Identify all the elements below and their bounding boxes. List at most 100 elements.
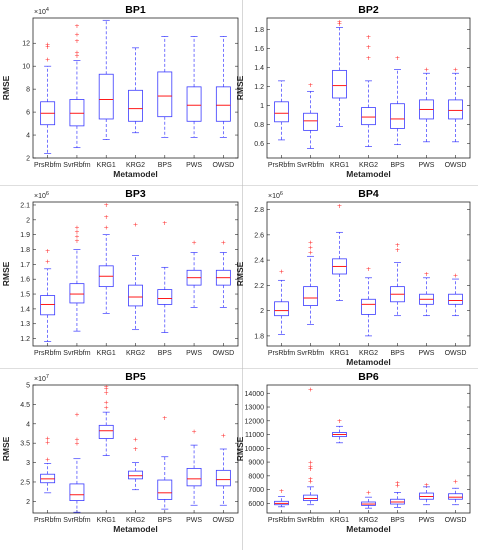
y-tick-label: 1.9 (20, 232, 30, 239)
x-tick-label: PrsRbfm (268, 162, 295, 169)
outlier-marker: + (162, 414, 167, 422)
y-tick-label: 14000 (245, 391, 265, 398)
outlier-marker: + (366, 43, 371, 51)
x-tick-label: KRG1 (330, 517, 349, 524)
iqr-box (303, 286, 318, 306)
box-pws: + (186, 428, 202, 506)
iqr-box (215, 469, 231, 487)
x-tick-label: KRG2 (359, 350, 378, 357)
x-tick-label: PWS (419, 162, 435, 169)
outlier-marker: + (424, 270, 429, 278)
exponent-power: 6 (280, 191, 283, 197)
y-tick-label: 2 (26, 217, 30, 224)
chart-title: BP1 (125, 4, 146, 16)
y-tick-label: 10 (22, 64, 30, 71)
y-exponent-label: ×107 (34, 374, 49, 383)
box-owsd: + (448, 66, 463, 143)
x-tick-label: OWSD (445, 517, 467, 524)
y-tick-label: 1.6 (254, 46, 264, 53)
iqr-box (98, 424, 114, 439)
x-tick-label: KRG2 (359, 162, 378, 169)
exponent-power: 7 (46, 374, 49, 380)
outlier-marker: + (74, 436, 79, 444)
outlier-marker: + (395, 482, 400, 490)
y-tick-label: 12 (22, 41, 30, 48)
outlier-marker: + (103, 223, 108, 231)
outlier-marker: + (337, 417, 342, 425)
y-tick-label: 1.5 (20, 292, 30, 299)
outlier-marker: + (395, 241, 400, 249)
iqr-box (361, 107, 376, 126)
box-pws (186, 36, 202, 138)
y-tick-label: 0.6 (254, 141, 264, 148)
outlier-marker: + (308, 249, 313, 257)
x-tick-label: KRG2 (359, 517, 378, 524)
iqr-box (98, 73, 114, 120)
box-pws: + (186, 238, 202, 308)
y-tick-label: 1.8 (254, 27, 264, 34)
outlier-marker: + (366, 489, 371, 497)
box-pws: + (419, 270, 434, 317)
outlier-marker: + (74, 223, 79, 231)
outlier-marker: + (366, 265, 371, 273)
outlier-marker: + (221, 432, 226, 440)
y-tick-label: 2.5 (20, 479, 30, 486)
iqr-box (361, 298, 376, 315)
y-tick-label: 1.8 (20, 247, 30, 254)
x-tick-label: PWS (186, 517, 202, 524)
iqr-box (40, 295, 56, 316)
y-tick-label: 7000 (248, 487, 264, 494)
x-axis-label: Metamodel (346, 357, 390, 367)
y-tick-label: 12000 (245, 418, 265, 425)
x-tick-label: SvrRbfm (297, 350, 324, 357)
box-bps: + (157, 414, 173, 510)
outlier-marker: + (366, 33, 371, 41)
panel-bp5: BP5 ×107 2 2.5 3 3.5 4 4.5 5 RMSE PrsRbfm SvrRbfm KR… (1, 371, 239, 534)
exponent-base: ×10 (34, 9, 46, 16)
chart-title: BP4 (358, 188, 379, 200)
x-tick-label: OWSD (212, 517, 234, 524)
box-pws: + (419, 481, 434, 506)
box-prsrbfm: ++ (40, 247, 56, 342)
y-axis-label: RMSE (235, 436, 245, 461)
iqr-box (303, 112, 318, 131)
x-tick-label: SvrRbfm (297, 162, 324, 169)
x-axis-label: Metamodel (346, 524, 390, 534)
y-tick-label: 2 (26, 499, 30, 506)
outlier-marker: + (133, 445, 138, 453)
outlier-marker: + (74, 410, 79, 418)
x-tick-label: PWS (419, 350, 435, 357)
box-krg2: ++ (128, 436, 143, 491)
y-tick-label: 11000 (245, 432, 264, 439)
box-owsd: + (215, 238, 231, 308)
x-tick-label: SvrRbfm (63, 162, 90, 169)
iqr-box (157, 289, 173, 305)
iqr-box (128, 284, 143, 307)
iqr-box (69, 283, 85, 304)
plot-frame (266, 201, 471, 347)
y-tick-label: 8 (26, 87, 30, 94)
box-krg2: + (361, 265, 376, 337)
outlier-marker: + (74, 237, 79, 245)
outlier-marker: + (395, 54, 400, 62)
y-tick-label: 1.8 (254, 333, 264, 340)
outlier-marker: + (424, 481, 429, 489)
outlier-marker: + (74, 30, 79, 38)
iqr-box (274, 101, 289, 123)
x-tick-label: PWS (419, 517, 435, 524)
box-svrrbfm: +++ (69, 410, 85, 513)
y-tick-label: 2.1 (20, 202, 30, 209)
iqr-box (332, 69, 347, 99)
y-tick-label: 13000 (245, 405, 265, 412)
y-tick-label: 2.6 (254, 232, 264, 239)
y-tick-label: 3.5 (20, 441, 30, 448)
panel-bp3: BP3 ×106 1.2 1.3 1.4 1.5 1.6 1.7 1.8 1.9 2 2.1 RMSE P… (1, 188, 239, 357)
iqr-box (274, 301, 289, 317)
x-tick-label: SvrRbfm (297, 517, 324, 524)
box-svrrbfm: +++ (303, 239, 318, 325)
x-tick-label: PWS (186, 350, 202, 357)
outlier-marker: + (395, 246, 400, 254)
box-owsd: + (215, 432, 231, 506)
chart-title: BP6 (358, 371, 379, 383)
